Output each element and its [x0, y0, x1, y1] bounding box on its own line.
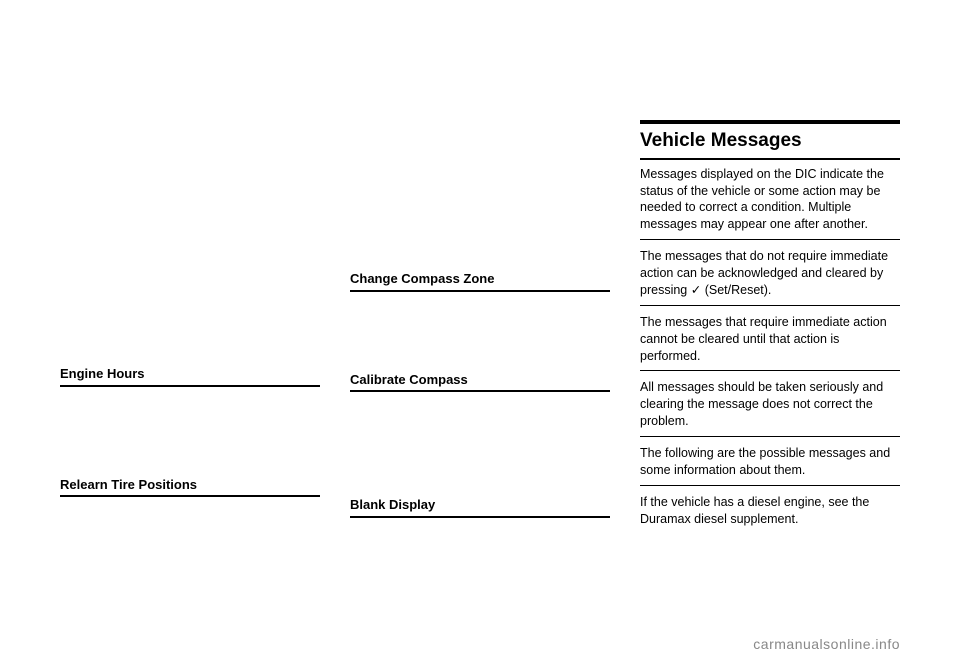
para-messages-2: The messages that do not require immedia… — [640, 248, 900, 306]
heading-blank-display: Blank Display — [350, 496, 610, 518]
page-content: Engine Hours Relearn Tire Positions Chan… — [0, 0, 960, 582]
spacer — [60, 391, 320, 476]
checkmark-icon: ✓ — [691, 283, 701, 297]
para-messages-1: Messages displayed on the DIC indicate t… — [640, 166, 900, 241]
spacer — [60, 120, 320, 365]
para-messages-3: The messages that require immediate acti… — [640, 314, 900, 372]
heading-calibrate-compass: Calibrate Compass — [350, 371, 610, 393]
spacer — [350, 120, 610, 270]
column-left: Engine Hours Relearn Tire Positions — [60, 120, 320, 542]
watermark-text: carmanualsonline.info — [753, 635, 900, 654]
para-messages-6: If the vehicle has a diesel engine, see … — [640, 494, 900, 534]
para-messages-5: The following are the possible messages … — [640, 445, 900, 486]
para-2-text-b: (Set/Reset). — [701, 283, 771, 297]
heading-relearn-tire: Relearn Tire Positions — [60, 476, 320, 498]
title-vehicle-messages: Vehicle Messages — [640, 120, 900, 160]
spacer — [350, 396, 610, 496]
heading-engine-hours: Engine Hours — [60, 365, 320, 387]
heading-change-compass: Change Compass Zone — [350, 270, 610, 292]
para-messages-4: All messages should be taken seriously a… — [640, 379, 900, 437]
column-middle: Change Compass Zone Calibrate Compass Bl… — [350, 120, 610, 542]
spacer — [350, 296, 610, 371]
column-right: Vehicle Messages Messages displayed on t… — [640, 120, 900, 542]
